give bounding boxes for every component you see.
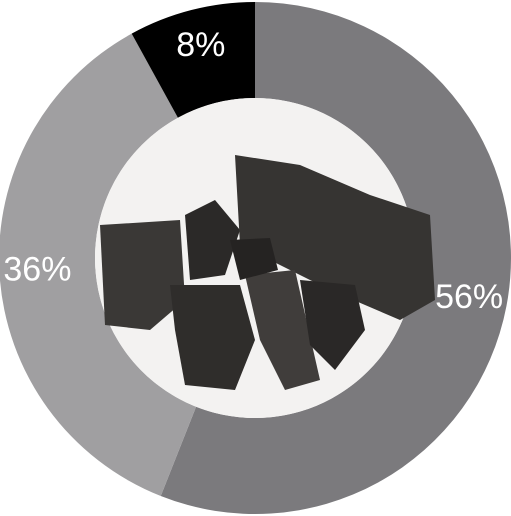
wedge bbox=[160, 2, 511, 514]
value-label: 56% bbox=[435, 278, 503, 316]
wedge bbox=[0, 33, 197, 497]
wedge bbox=[131, 2, 255, 118]
value-label: 8% bbox=[176, 26, 225, 64]
value-labels: 56% 36% 8% bbox=[3, 26, 503, 316]
center-photo bbox=[95, 98, 435, 418]
value-label: 36% bbox=[3, 251, 71, 289]
